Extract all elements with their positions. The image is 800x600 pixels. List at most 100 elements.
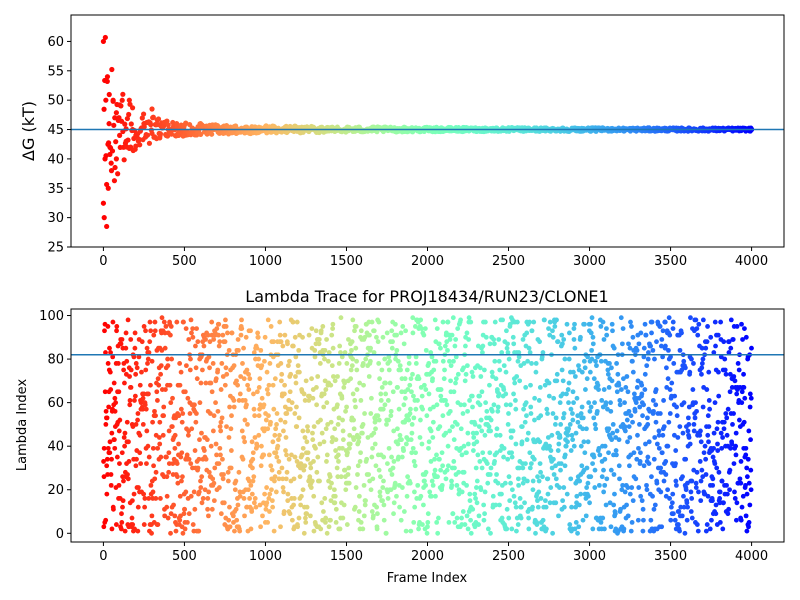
lambda-point xyxy=(235,502,241,508)
lambda-point xyxy=(611,502,617,508)
lambda-point xyxy=(342,380,347,386)
lambda-point xyxy=(513,441,519,447)
lambda-point xyxy=(691,422,697,427)
lambda-point xyxy=(576,502,582,508)
lambda-point xyxy=(746,480,752,486)
lambda-point xyxy=(262,334,268,340)
lambda-point xyxy=(140,422,146,427)
lambda-point xyxy=(265,391,271,397)
delta-g-point xyxy=(150,114,156,120)
lambda-point xyxy=(659,337,665,342)
lambda-point xyxy=(653,387,659,392)
lambda-point xyxy=(326,350,332,355)
lambda-point xyxy=(142,402,148,408)
lambda-point xyxy=(249,509,255,514)
lambda-point xyxy=(464,482,469,488)
lambda-point xyxy=(619,387,624,392)
lambda-point xyxy=(528,411,534,416)
lambda-point xyxy=(572,321,577,327)
lambda-point xyxy=(380,485,386,490)
lambda-point xyxy=(206,513,211,519)
lambda-point xyxy=(443,430,449,436)
lambda-point xyxy=(732,489,737,495)
lambda-point xyxy=(587,369,593,375)
lambda-point xyxy=(437,456,442,462)
lambda-point xyxy=(114,328,119,334)
lambda-point xyxy=(302,435,308,440)
lambda-point xyxy=(370,445,375,451)
lambda-point xyxy=(250,450,256,456)
lambda-point xyxy=(239,326,245,331)
delta-g-point xyxy=(109,148,116,154)
lambda-point xyxy=(622,428,628,434)
lambda-point xyxy=(167,382,173,388)
lambda-point xyxy=(244,367,250,373)
lambda-point xyxy=(214,452,219,458)
lambda-point xyxy=(128,384,134,390)
lambda-point xyxy=(326,524,332,530)
lambda-point xyxy=(193,343,198,349)
lambda-point xyxy=(419,441,425,447)
lambda-point xyxy=(470,430,476,436)
lambda-point xyxy=(573,504,578,510)
delta-g-point xyxy=(122,121,128,127)
lambda-point xyxy=(704,387,710,392)
lambda-point xyxy=(473,465,479,471)
lambda-point xyxy=(190,326,196,331)
lambda-point xyxy=(115,361,121,366)
delta-g-point xyxy=(214,123,220,130)
lambda-point xyxy=(321,391,327,397)
delta-g-point xyxy=(126,111,132,118)
lambda-point xyxy=(123,330,129,336)
lambda-point xyxy=(313,445,318,451)
lambda-point xyxy=(425,520,431,525)
delta-g-point xyxy=(170,119,176,126)
lambda-point xyxy=(527,465,533,471)
lambda-point xyxy=(256,432,262,438)
lambda-point xyxy=(140,395,146,401)
lambda-point xyxy=(449,482,455,488)
lambda-point xyxy=(222,382,228,388)
lambda-point xyxy=(141,491,147,497)
lambda-point xyxy=(321,404,327,410)
lambda-point xyxy=(191,489,197,495)
lambda-point xyxy=(648,343,654,349)
lambda-point xyxy=(171,502,176,508)
lambda-point xyxy=(571,443,577,449)
lambda-point xyxy=(542,317,547,323)
lambda-point xyxy=(428,350,434,355)
lambda-point xyxy=(188,461,194,467)
lambda-point xyxy=(143,328,148,334)
lambda-point xyxy=(499,350,505,355)
delta-g-point xyxy=(118,103,124,109)
lambda-point xyxy=(602,526,607,532)
lambda-point xyxy=(589,347,594,353)
lambda-point xyxy=(551,472,557,477)
lambda-point xyxy=(453,380,458,386)
lambda-point xyxy=(469,393,475,399)
lambda-point xyxy=(563,443,569,449)
lambda-point xyxy=(284,469,290,475)
lambda-point xyxy=(626,424,632,429)
lambda-point xyxy=(423,482,428,488)
lambda-point xyxy=(560,498,566,504)
lambda-point xyxy=(570,417,576,423)
lambda-point xyxy=(703,472,709,477)
lambda-point xyxy=(719,478,725,484)
lambda-point xyxy=(381,478,386,484)
lambda-point xyxy=(247,496,252,501)
lambda-point xyxy=(450,424,455,429)
lambda-point xyxy=(470,374,476,379)
lambda-point xyxy=(127,374,132,379)
lambda-point xyxy=(255,330,261,336)
lambda-point xyxy=(624,502,629,508)
lambda-point xyxy=(347,441,353,447)
lambda-point xyxy=(251,474,257,480)
x-tick-label: 500 xyxy=(172,254,197,269)
lambda-point xyxy=(331,487,337,493)
delta-g-point xyxy=(117,132,123,139)
lambda-point xyxy=(383,380,388,386)
lambda-point xyxy=(246,371,251,377)
lambda-point xyxy=(256,413,262,419)
lambda-point xyxy=(102,328,107,334)
